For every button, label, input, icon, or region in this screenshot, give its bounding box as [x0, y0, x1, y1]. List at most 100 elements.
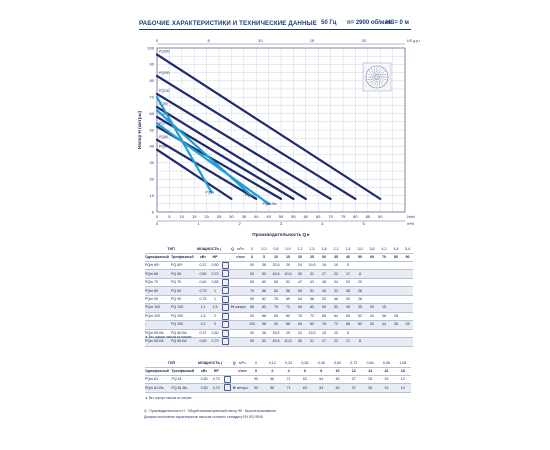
head-value: 38 [258, 261, 271, 271]
y-tick-label: 70 [150, 95, 155, 100]
impeller-vane [370, 80, 376, 86]
single-phase-header: Однофазный [145, 367, 172, 376]
head-value: 63 [296, 375, 314, 385]
q-m3h-value: 0,6 [270, 246, 283, 254]
power-hp: 0,70 [209, 269, 222, 279]
head-value: 71 [280, 383, 297, 393]
head-value: 15 [318, 261, 331, 271]
lmin-unit: л/мин [235, 253, 247, 262]
q-spacer [230, 253, 236, 262]
head-value: 80 [258, 303, 271, 313]
head-value: 92 [270, 320, 283, 330]
head-value: 29 [282, 329, 295, 339]
table-row: PQm 60-Bs PQ 60-Bs 0,37 0,50 40 38 33,5 29 24 19,… [145, 329, 414, 339]
head-value: 55 [246, 337, 259, 347]
table-row: – PQ 300 2,2 3 100 96 92 88 84 80 76 72 68 60 52 44 36 28 [145, 320, 414, 330]
h-symbol [230, 337, 236, 347]
head-value: 36 [294, 269, 307, 279]
single-phase-model: PQm 200 [145, 312, 171, 322]
pump-thumbnail-icon [222, 375, 232, 385]
three-phase-model: PQ 200 [171, 312, 197, 322]
three-phase-model: PQ 300 [171, 320, 197, 330]
head-value [378, 286, 391, 296]
head-value: 54 [313, 375, 330, 385]
head-value: 84 [294, 320, 307, 330]
power-hp: 0,70 [210, 375, 223, 385]
head-value: 43 [306, 278, 319, 288]
power-hp: 1 [209, 295, 222, 305]
head-value: 5 [342, 261, 355, 271]
power-hp: 0,70 [209, 337, 222, 347]
curve-label: PQ60 [159, 145, 168, 149]
curve-label: PQ65-Bs [263, 202, 277, 206]
head-value: 68 [342, 320, 355, 330]
head-value: 66 [258, 286, 271, 296]
h-unit [235, 286, 247, 296]
head-value: 76 [270, 295, 283, 305]
head-value: 96 [258, 320, 271, 330]
h-unit [235, 261, 247, 271]
head-value [402, 269, 414, 279]
head-value: 68 [318, 312, 331, 322]
head-value [378, 295, 391, 305]
head-value: 17 [342, 269, 355, 279]
head-value: 40,5 [282, 337, 295, 347]
pump-thumbnail-icon [221, 337, 231, 347]
power-kw: 0,60 [197, 278, 209, 288]
head-value: 46 [318, 286, 331, 296]
h-unit [235, 269, 247, 279]
q-m3h-value: 0,60 [329, 360, 346, 368]
x-unit-top: US g.p.m. [407, 39, 420, 43]
h-symbol [230, 286, 236, 296]
x-tick-label-lmin: 25 [217, 214, 222, 219]
speed-label: n= 2900 об/мин [347, 20, 392, 26]
head-value: 60 [354, 320, 367, 330]
head-value: 84 [270, 312, 283, 322]
x-tick-label-m3h: 5 [363, 221, 366, 226]
head-value: 15 [378, 303, 391, 313]
h-symbol [230, 261, 236, 271]
q-m3h-value: 3,0 [354, 246, 367, 254]
head-value [378, 278, 391, 288]
head-value: 46 [330, 295, 343, 305]
head-value: 80 [306, 320, 319, 330]
head-value: 80 [264, 383, 281, 393]
power-kw: 1,1 [197, 303, 209, 313]
head-value: 90 [247, 375, 265, 385]
head-value [402, 278, 414, 288]
head-value: 75 [270, 303, 283, 313]
impeller-vane [376, 67, 381, 74]
head-value: 45,5 [270, 337, 283, 347]
q-lmin-value: 40 [342, 253, 355, 262]
power-kw: 0,50 [197, 383, 211, 393]
head-value: 44 [378, 320, 391, 330]
q-lmin-value: 80 [390, 253, 403, 262]
type-header: ТИП [145, 246, 197, 254]
pump-icon [222, 312, 230, 320]
x-unit-m3h: m³/h [407, 222, 414, 226]
single-phase-model: PQm 81-Bs [145, 383, 172, 393]
impeller-vane [371, 68, 374, 75]
power-header: МОЩНОСТЬ (P2) [197, 246, 222, 254]
head-value: 29 [342, 278, 355, 288]
header-rule [139, 29, 411, 30]
head-value: 65 [294, 303, 307, 313]
head-value: 60 [342, 312, 355, 322]
head-value: 55 [318, 303, 331, 313]
curve-pq200 [155, 74, 357, 200]
pump-thumbnail-icon [221, 269, 231, 279]
pump-icon [222, 262, 230, 269]
head-value: 54 [313, 383, 330, 393]
q-m3h-value: 1,2 [294, 246, 307, 254]
x-tick-label-lmin: 60 [304, 214, 309, 219]
curve-label: PQ100 [159, 89, 170, 93]
hp-header: HP [209, 253, 222, 262]
x-tick-label-m3h: 3 [280, 221, 283, 226]
q-lmin-value: 50 [354, 253, 367, 262]
head-value: 8 [354, 337, 367, 347]
x-tick-label-lmin: 85 [366, 214, 371, 219]
plot-frame [156, 47, 406, 213]
page-title: РАБОЧИЕ ХАРАКТЕРИСТИКИ И ТЕХНИЧЕСКИЕ ДАН… [139, 20, 317, 27]
head-value [366, 295, 379, 305]
